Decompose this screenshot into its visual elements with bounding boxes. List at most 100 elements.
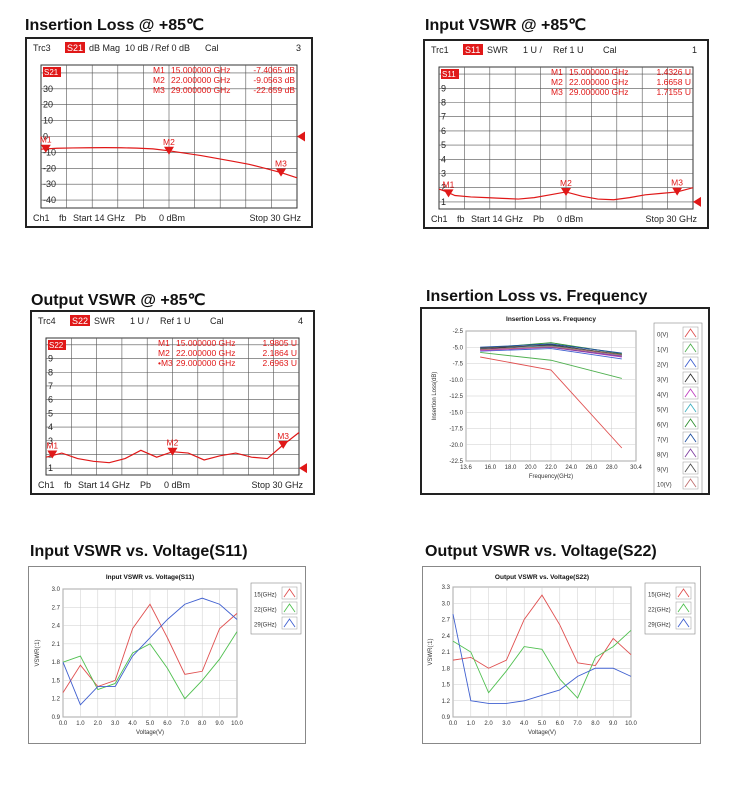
trace-badge (441, 69, 459, 79)
marker-readout-freq: 29.000000 GHz (569, 87, 629, 97)
marker-readout-freq: 29.000000 GHz (176, 358, 236, 368)
footer-field: Pb (135, 213, 146, 223)
chart-output-vswr-vs-voltage: Output VSWR vs. Voltage(S22) 0.0 1.0 2.0 3.0… (428, 574, 696, 736)
marker-readout-name: M2 (551, 77, 563, 87)
plot-inner-title: Output VSWR vs. Voltage(S22) (495, 574, 589, 581)
series-line (62, 631, 238, 700)
y-tick-label: 1 (48, 463, 53, 473)
legend-label: 22(GHz) (254, 607, 277, 613)
y-tick-label: 7 (48, 381, 53, 391)
marker-label: M2 (560, 178, 572, 188)
chart-insertion-loss-vs-frequency: Insertion Loss vs. Frequency 13.6 16.0 18.0… (432, 316, 703, 495)
marker-readout-value: 1.7155 U (657, 87, 692, 97)
y-tick-label: 2.1 (442, 650, 451, 656)
header-field: SWR (94, 316, 115, 326)
marker-label: M1 (40, 135, 52, 145)
y-tick-label: 2.4 (52, 624, 61, 630)
chart-title-insertion-loss-85c: Insertion Loss @ +85℃ (25, 17, 204, 34)
marker-triangle (278, 440, 289, 449)
chart-title-input-vswr-vs-voltage: Input VSWR vs. Voltage(S11) (30, 543, 248, 560)
marker-readout-name: M1 (551, 67, 563, 77)
chart-title-input-vswr-85c: Input VSWR @ +85℃ (425, 17, 587, 34)
marker-triangle (40, 144, 51, 153)
chart-title-output-vswr-vs-voltage: Output VSWR vs. Voltage(S22) (425, 543, 657, 560)
footer-field: Start 14 GHz (73, 213, 126, 223)
marker-readout-value: 2.6963 U (263, 358, 298, 368)
x-tick-label: 3.0 (111, 721, 120, 727)
marker-readout-value: 1.4326 U (657, 67, 692, 77)
marker-readout-name: M3 (551, 87, 563, 97)
y-axis-label: VSWR(:1) (428, 638, 434, 665)
x-tick-label: 3.0 (502, 721, 511, 727)
series-line (62, 597, 238, 706)
legend-swatch-box (682, 371, 699, 385)
header-field: 1 U / (130, 316, 150, 326)
legend-label: 15(GHz) (648, 592, 671, 598)
header-field: 4 (298, 316, 303, 326)
legend-swatch (684, 433, 697, 443)
y-tick-label: 2 (441, 183, 446, 193)
legend-swatch-box (281, 586, 298, 600)
y-tick-label: -15.0 (449, 410, 463, 416)
y-tick-label: 10 (43, 116, 53, 126)
y-tick-label: 3.3 (442, 585, 451, 591)
legend-swatch-box (682, 416, 699, 430)
y-tick-label: 7 (441, 112, 446, 122)
x-tick-label: 4.0 (128, 721, 137, 727)
y-tick-label: 6 (48, 395, 53, 405)
plot-inner-title: Input VSWR vs. Voltage(S11) (106, 574, 194, 581)
legend-swatch-box (682, 341, 699, 355)
series-line (480, 344, 622, 355)
x-tick-label: 6.0 (556, 721, 565, 727)
header-badge-bg (65, 42, 85, 53)
legend-label: 1(V) (657, 347, 668, 353)
marker-readout-freq: 15.000000 GHz (569, 67, 629, 77)
x-axis-label: Voltage(V) (136, 730, 164, 736)
legend-swatch (677, 618, 690, 628)
x-tick-label: 24.0 (565, 465, 577, 471)
legend-label: 2(V) (657, 362, 668, 368)
x-tick-label: 7.0 (181, 721, 190, 727)
legend-swatch-box (682, 401, 699, 415)
series-line (480, 356, 623, 449)
y-tick-label: 8 (48, 367, 53, 377)
y-tick-label: 0 (43, 132, 48, 142)
y-tick-label: -20 (43, 163, 56, 173)
trace-badge-label: S11 (442, 70, 456, 79)
y-tick-label: 5 (48, 408, 53, 418)
marker-triangle (276, 168, 286, 177)
footer-field: 0 dBm (557, 214, 583, 224)
header-field: 1 U / (523, 45, 543, 55)
footer-field: Stop 30 GHz (249, 213, 301, 223)
marker-label: M1 (443, 179, 455, 189)
marker-triangle (167, 447, 178, 456)
x-tick-label: 0.0 (59, 721, 68, 727)
y-tick-label: 9 (441, 83, 446, 93)
legend-label: 3(V) (657, 377, 668, 383)
series-line (480, 352, 622, 379)
header-field: Ref 0 dB (155, 43, 190, 53)
marker-readout-value: 2.1864 U (263, 348, 298, 358)
header-field: Trc4 (38, 316, 56, 326)
header-field: 1 (692, 45, 697, 55)
legend-swatch-box (682, 356, 699, 370)
legend-swatch (684, 388, 697, 398)
x-tick-label: 2.0 (484, 721, 493, 727)
plot-panel-insertion-loss-vs-frequency: Insertion Loss vs. Frequency 13.6 16.0 18.0… (420, 307, 710, 495)
x-tick-label: 30.4 (630, 465, 642, 471)
legend-swatch-box (682, 326, 699, 340)
y-axis-label: VSWR(:1) (35, 639, 41, 666)
marker-readout-name: M2 (153, 75, 165, 85)
y-tick-label: -10.0 (449, 378, 463, 384)
x-axis-label: Frequency(GHz) (529, 474, 573, 480)
header-field: SWR (487, 45, 508, 55)
y-tick-label: 30 (43, 84, 53, 94)
legend-swatch (283, 618, 296, 628)
marker-readout-value: -7.4065 dB (253, 65, 295, 75)
measurement-trace (438, 187, 694, 201)
x-tick-label: 6.0 (163, 721, 172, 727)
header-field: dB Mag (89, 43, 120, 53)
x-tick-label: 16.0 (484, 465, 496, 471)
